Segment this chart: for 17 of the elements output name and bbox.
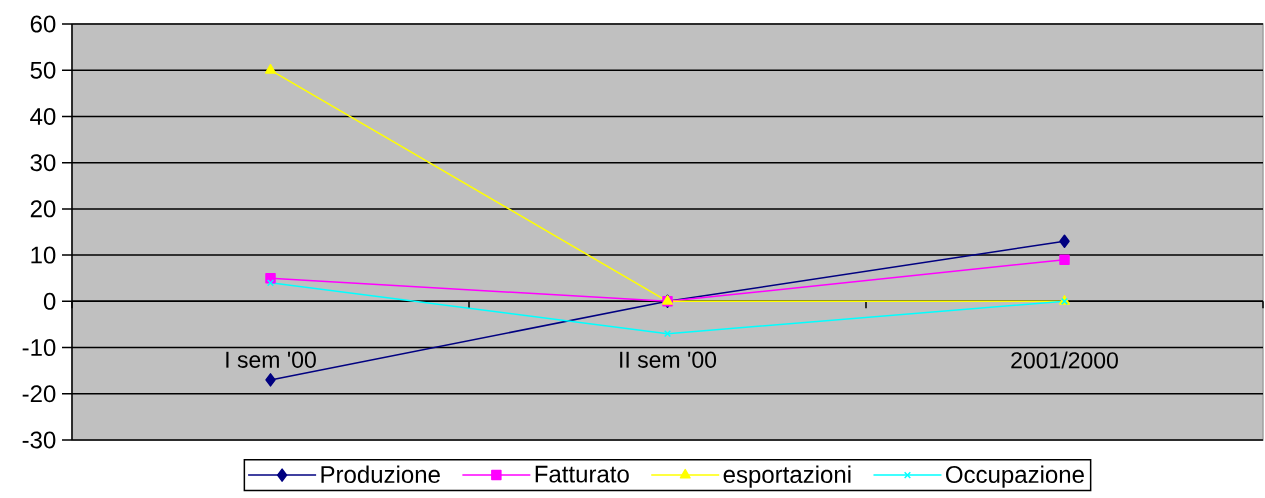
x-tick-label: I sem '00 [226, 351, 316, 368]
y-tick-label: 0 [43, 292, 56, 310]
legend-label: Produzione [321, 465, 440, 484]
y-tick-label: -10 [22, 339, 56, 357]
x-tick-label: II sem '00 [620, 351, 717, 368]
y-tick-label: -30 [22, 431, 56, 449]
y-tick-label: 50 [30, 61, 56, 79]
y-tick-label: 10 [31, 246, 56, 264]
legend-label: Fatturato [535, 465, 629, 483]
y-tick-label: -20 [22, 385, 56, 403]
y-tick-label: 40 [30, 107, 56, 125]
x-tick-label: 2001/2000 [1011, 351, 1118, 369]
legend-label: esportazioni [723, 465, 851, 488]
y-tick-label: 30 [30, 154, 56, 172]
y-tick-label: 20 [30, 200, 56, 218]
y-tick-label: 60 [30, 15, 56, 33]
legend-label: Occupazione [946, 465, 1084, 488]
